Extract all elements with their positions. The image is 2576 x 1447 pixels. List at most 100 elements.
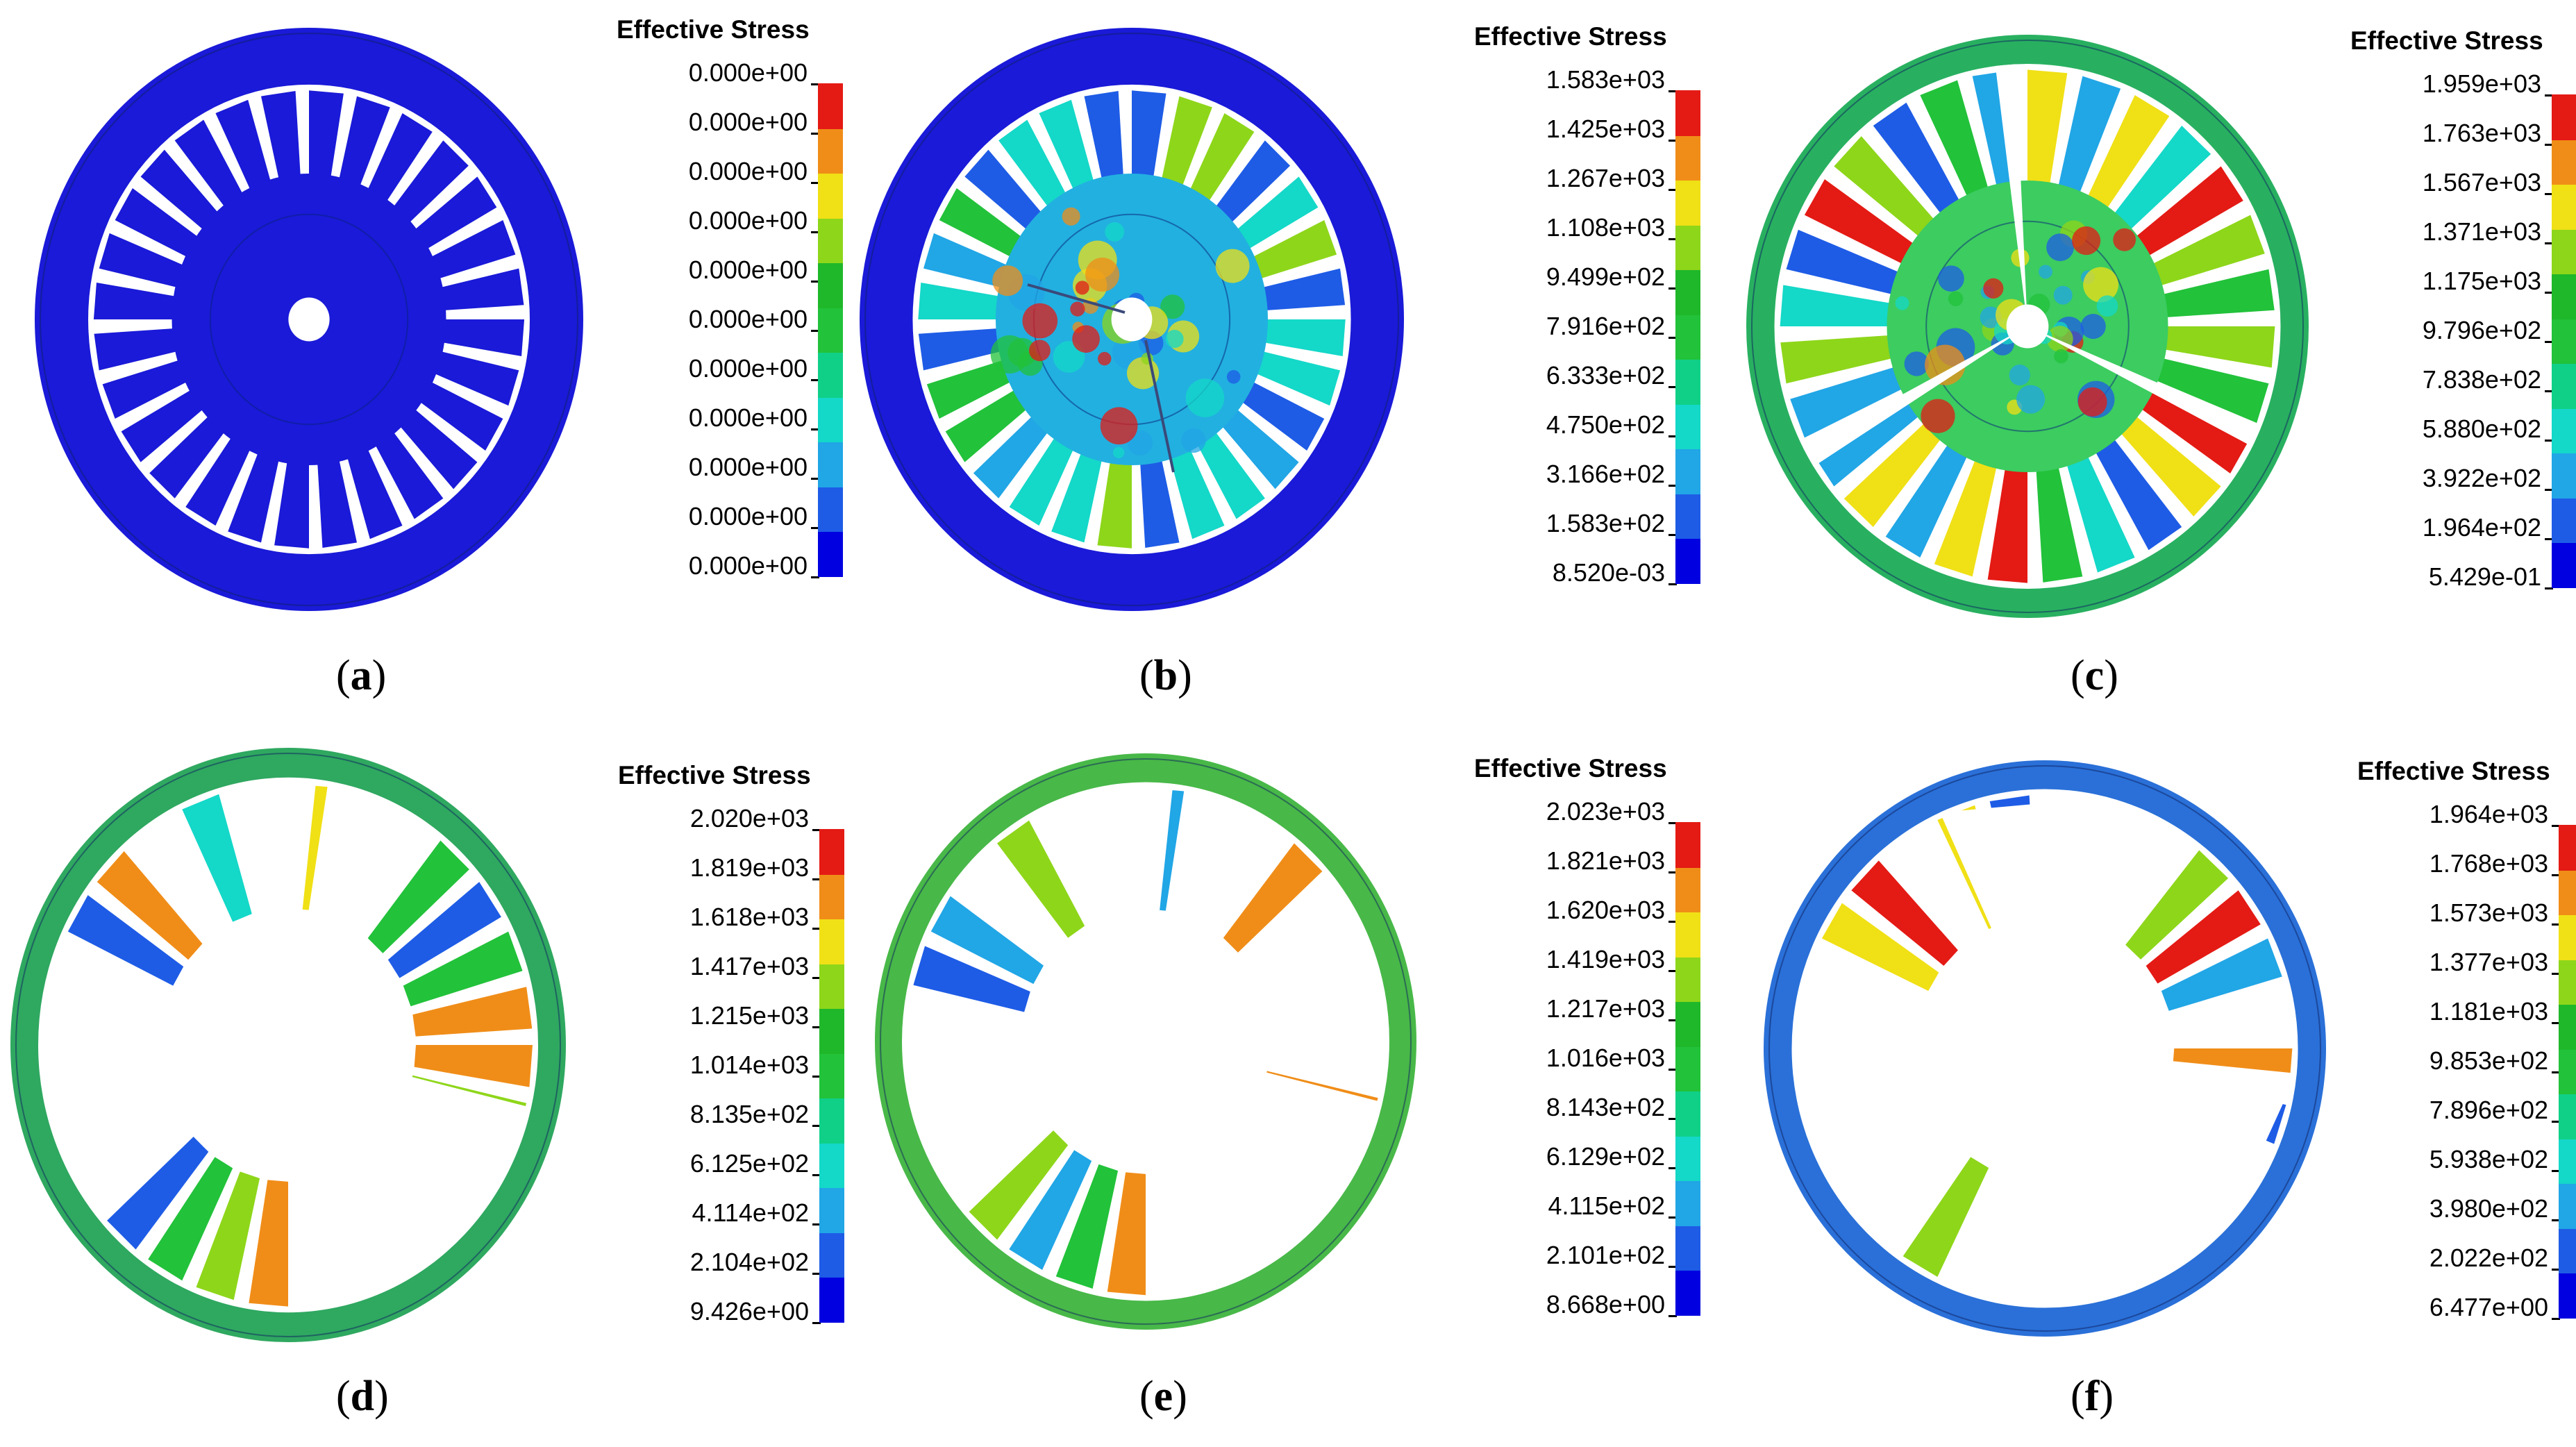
legend-color-segment: [1675, 538, 1700, 584]
wheel-fin: [99, 233, 192, 290]
legend-color-segment: [2552, 453, 2576, 499]
legend-f: Effective Stress 1.964e+03 1.768e+03 1.573…: [2357, 757, 2576, 1340]
legend-tick-label: 6.477e+00: [2429, 1293, 2548, 1321]
legend-color-segment: [2559, 869, 2576, 916]
wheel-fin: [1167, 440, 1225, 540]
legend-tick-mark: [1668, 921, 1677, 923]
legend-tick-label: 2.022e+02: [2429, 1244, 2548, 1272]
wheel-fin: [1193, 424, 1265, 519]
legend-color-segment: [1675, 493, 1700, 540]
legend-color-segment: [2552, 497, 2576, 544]
legend-color-segment: [2559, 1138, 2576, 1185]
legend-tick-label: 0.000e+00: [688, 58, 808, 87]
legend-color-segment: [1675, 1135, 1700, 1182]
legend-tick-mark: [2545, 489, 2553, 491]
legend-tick-mark: [812, 977, 821, 979]
legend-title: Effective Stress: [1474, 754, 1667, 783]
legend-tick-label: 5.880e+02: [2422, 415, 2541, 443]
legend-tick-label: 5.938e+02: [2429, 1145, 2548, 1173]
legend-tick-label: 3.166e+02: [1546, 460, 1665, 488]
wheel-fin: [1934, 450, 1999, 577]
legend-tick-mark: [2552, 923, 2560, 926]
legend-tick-label: 2.101e+02: [1546, 1241, 1665, 1269]
wheel-fin: [918, 328, 1010, 371]
wheel-fin: [140, 149, 225, 236]
legend-tick-label: 1.964e+02: [2422, 513, 2541, 542]
legend-tick-label: 1.959e+03: [2422, 69, 2541, 98]
legend-tick-mark: [1668, 871, 1677, 873]
legend-tick-mark: [2552, 825, 2560, 827]
wheel-fin: [1210, 140, 1291, 230]
legend-color-segment: [818, 217, 843, 264]
legend-tick-mark: [812, 1026, 821, 1028]
legend-color-segment: [2552, 184, 2576, 230]
legend-colorbar: [819, 829, 844, 1323]
wheel-fin: [102, 357, 196, 419]
legend-tick-mark: [2552, 1219, 2560, 1221]
legend-tick-mark: [1668, 238, 1677, 240]
legend-colorbar: [818, 83, 843, 577]
fracture-gap: [2027, 326, 2261, 447]
legend-color-segment: [2559, 825, 2576, 871]
legend-tick-label: 2.104e+02: [689, 1248, 809, 1276]
legend-color-segment: [1675, 1180, 1700, 1226]
legend-tick-label: 8.668e+00: [1546, 1290, 1665, 1319]
legend-tick-mark: [811, 576, 819, 578]
legend-color-segment: [1675, 135, 1700, 181]
wheel-fin: [1084, 90, 1124, 189]
wheel-fin: [274, 451, 309, 549]
wheel-fin: [97, 851, 203, 960]
wheel-fin: [1873, 102, 1964, 221]
legend-color-segment: [819, 1187, 844, 1233]
wheel-fin: [1107, 1172, 1146, 1296]
legend-tick-label: 1.620e+03: [1546, 896, 1665, 924]
legend-tick-label: 1.567e+03: [2422, 168, 2541, 196]
legend-color-segment: [819, 1008, 844, 1054]
legend-tick-label: 1.377e+03: [2429, 948, 2548, 976]
caption-b: (b): [1139, 652, 1192, 699]
legend-tick-label: 1.217e+03: [1546, 994, 1665, 1023]
wheel-fin: [1139, 450, 1180, 549]
fracture-gap: [2045, 1048, 2297, 1230]
legend-tick-label: 1.014e+03: [689, 1051, 809, 1079]
legend-tick-mark: [2545, 94, 2553, 97]
legend-color-segment: [1675, 1225, 1700, 1271]
wheel-fin: [2146, 890, 2261, 984]
legend-color-segment: [1675, 956, 1700, 1003]
wheel-fin: [367, 840, 469, 953]
legend-tick-mark: [812, 1076, 821, 1078]
wheel-fin: [148, 1157, 233, 1281]
wheel-fin: [309, 90, 344, 187]
legend-tick-mark: [2545, 440, 2553, 442]
legend-color-segment: [2552, 274, 2576, 319]
legend-tick-mark: [812, 1223, 821, 1226]
caption-d: (d): [336, 1373, 389, 1420]
legend-tick-label: 1.108e+03: [1546, 213, 1665, 242]
legend-color-segment: [818, 83, 843, 129]
legend-color-segment: [1675, 449, 1700, 494]
legend-tick-label: 0.000e+00: [688, 256, 808, 284]
wheel-fin: [2056, 76, 2121, 203]
wheel-fin: [149, 409, 231, 499]
legend-title: Effective Stress: [617, 15, 810, 44]
wheel-fin: [2027, 69, 2068, 194]
wheel-fin: [2128, 166, 2243, 261]
wheel-fin: [1821, 903, 1939, 992]
wheel-fin: [363, 112, 433, 210]
wheel-fin: [2108, 126, 2211, 237]
legend-color-segment: [819, 1232, 844, 1278]
legend-color-segment: [2559, 1048, 2576, 1095]
legend-tick-label: 1.763e+03: [2422, 119, 2541, 147]
legend-color-segment: [1675, 1046, 1700, 1092]
legend-colorbar: [1675, 822, 1700, 1316]
legend-color-segment: [1675, 867, 1700, 913]
legend-tick-label: 4.750e+02: [1546, 410, 1665, 439]
wheel-fin: [228, 443, 281, 543]
legend-color-segment: [2559, 1183, 2576, 1229]
wheel-fin: [1804, 179, 1922, 269]
wheel-fin: [215, 99, 274, 199]
legend-color-segment: [819, 1277, 844, 1323]
wheel-fin: [923, 233, 1016, 290]
legend-tick-label: 1.016e+03: [1546, 1044, 1665, 1072]
